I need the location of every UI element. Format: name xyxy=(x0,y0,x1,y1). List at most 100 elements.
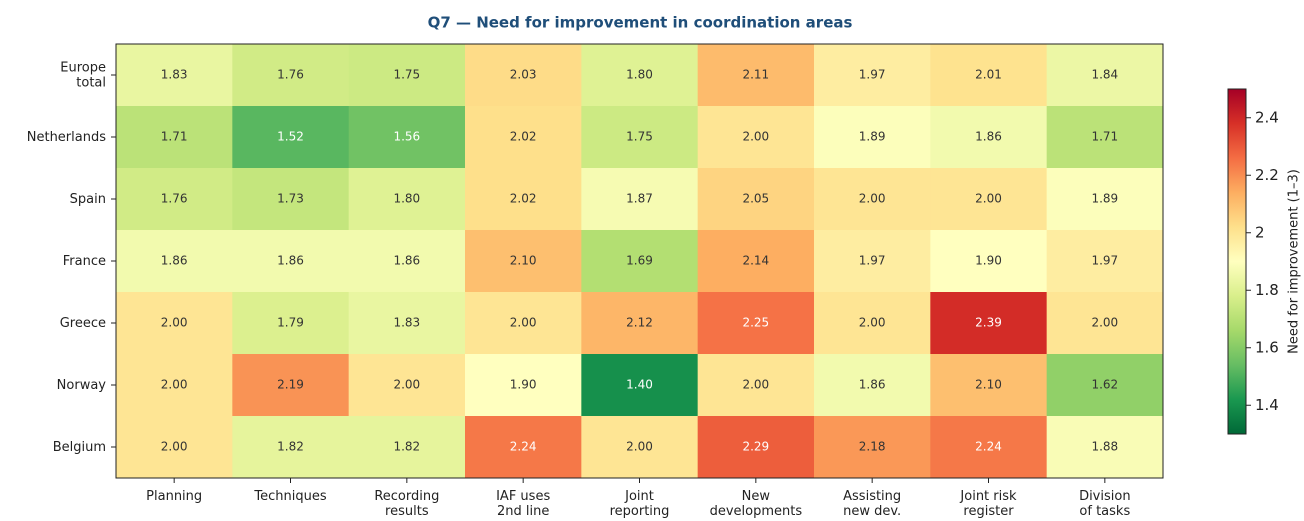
cell-label: 1.69 xyxy=(626,254,653,268)
heatmap-cell xyxy=(1046,168,1164,231)
heatmap-cell xyxy=(930,292,1048,355)
cell-label: 1.82 xyxy=(393,440,420,454)
cell-label: 1.76 xyxy=(277,68,304,82)
cell-label: 1.86 xyxy=(975,130,1002,144)
heatmap-cell xyxy=(1046,44,1164,107)
colorbar-tick-label: 2.4 xyxy=(1255,108,1279,126)
heatmap-cell xyxy=(348,168,466,231)
heatmap-cell xyxy=(465,292,582,355)
heatmap-cell xyxy=(930,230,1048,293)
cell-label: 2.00 xyxy=(161,316,188,330)
cell-label: 1.97 xyxy=(1091,254,1118,268)
cell-label: 2.02 xyxy=(510,192,537,206)
heatmap-cell xyxy=(697,44,815,107)
cell-label: 1.71 xyxy=(161,130,188,144)
heatmap-cell xyxy=(814,168,931,231)
cell-label: 2.10 xyxy=(510,254,537,268)
cell-label: 1.97 xyxy=(859,68,886,82)
cell-label: 2.24 xyxy=(510,440,537,454)
cell-label: 1.90 xyxy=(510,378,537,392)
cell-label: 1.90 xyxy=(975,254,1002,268)
colorbar-tick-label: 1.6 xyxy=(1255,338,1279,356)
heatmap-cell xyxy=(116,354,233,417)
cell-label: 2.05 xyxy=(742,192,769,206)
cell-label: 1.80 xyxy=(393,192,420,206)
cell-label: 2.00 xyxy=(393,378,420,392)
heatmap-cell xyxy=(814,292,931,355)
heatmap-cell xyxy=(930,106,1048,169)
cell-label: 1.87 xyxy=(626,192,653,206)
cell-label: 1.83 xyxy=(161,68,188,82)
heatmap-cell xyxy=(232,416,350,479)
cell-label: 1.97 xyxy=(859,254,886,268)
x-tick-label: Assisting new dev. xyxy=(843,489,901,519)
heatmap-cell xyxy=(581,106,699,169)
cell-label: 1.86 xyxy=(393,254,420,268)
cell-label: 1.62 xyxy=(1091,378,1118,392)
cell-label: 1.76 xyxy=(161,192,188,206)
heatmap-cell xyxy=(348,416,466,479)
heatmap-cell xyxy=(116,292,233,355)
cell-label: 1.89 xyxy=(859,130,886,144)
heatmap-cell xyxy=(814,416,931,479)
cell-label: 2.02 xyxy=(510,130,537,144)
heatmap-cell xyxy=(465,106,582,169)
heatmap-cell xyxy=(348,292,466,355)
heatmap-cell xyxy=(116,44,233,107)
cell-label: 2.00 xyxy=(510,316,537,330)
cell-label: 1.71 xyxy=(1091,130,1118,144)
heatmap-cell xyxy=(232,106,350,169)
cell-label: 2.18 xyxy=(859,440,886,454)
heatmap-cell xyxy=(1046,106,1164,169)
cell-label: 1.89 xyxy=(1091,192,1118,206)
cell-label: 1.80 xyxy=(626,68,653,82)
cell-label: 1.86 xyxy=(859,378,886,392)
heatmap-cell xyxy=(581,168,699,231)
cell-label: 2.00 xyxy=(626,440,653,454)
colorbar-tick-label: 1.8 xyxy=(1255,281,1279,299)
heatmap-cell xyxy=(465,230,582,293)
cell-label: 2.01 xyxy=(975,68,1002,82)
heatmap-cell xyxy=(581,416,699,479)
x-tick-label: Planning xyxy=(146,489,202,504)
heatmap-cell xyxy=(814,230,931,293)
cell-label: 2.19 xyxy=(277,378,304,392)
y-tick-label: Belgium xyxy=(53,440,106,455)
cell-label: 1.86 xyxy=(161,254,188,268)
cell-label: 2.00 xyxy=(1091,316,1118,330)
heatmap-cell xyxy=(116,230,233,293)
heatmap-cell xyxy=(465,44,582,107)
heatmap-cell xyxy=(232,44,350,107)
heatmap-cell xyxy=(697,292,815,355)
heatmap-cell xyxy=(930,44,1048,107)
colorbar xyxy=(1227,88,1247,435)
cell-label: 2.25 xyxy=(742,316,769,330)
x-tick-label: New developments xyxy=(710,489,803,519)
heatmap-cell xyxy=(814,106,931,169)
cell-label: 2.00 xyxy=(742,378,769,392)
x-tick-label: Techniques xyxy=(253,489,326,504)
heatmap-cell xyxy=(232,168,350,231)
heatmap-cell xyxy=(581,44,699,107)
heatmap-cell xyxy=(348,44,466,107)
x-tick-label: Division of tasks xyxy=(1079,489,1131,519)
cell-label: 2.03 xyxy=(510,68,537,82)
x-tick-label: Recording results xyxy=(374,489,439,519)
colorbar-tick-label: 2 xyxy=(1255,223,1265,241)
cell-label: 2.11 xyxy=(742,68,769,82)
colorbar-tick-label: 2.2 xyxy=(1255,166,1279,184)
heatmap-cell xyxy=(348,106,466,169)
heatmap-cell xyxy=(697,354,815,417)
heatmap-cell xyxy=(1046,416,1164,479)
cell-label: 2.00 xyxy=(742,130,769,144)
y-tick-label: Spain xyxy=(70,192,106,207)
cell-label: 1.73 xyxy=(277,192,304,206)
heatmap-cell xyxy=(581,292,699,355)
heatmap-cell xyxy=(930,168,1048,231)
heatmap-cell xyxy=(581,230,699,293)
cell-label: 2.10 xyxy=(975,378,1002,392)
heatmap-cell xyxy=(930,354,1048,417)
heatmap-cell xyxy=(232,354,350,417)
heatmap-cell xyxy=(465,354,582,417)
cell-label: 2.39 xyxy=(975,316,1002,330)
